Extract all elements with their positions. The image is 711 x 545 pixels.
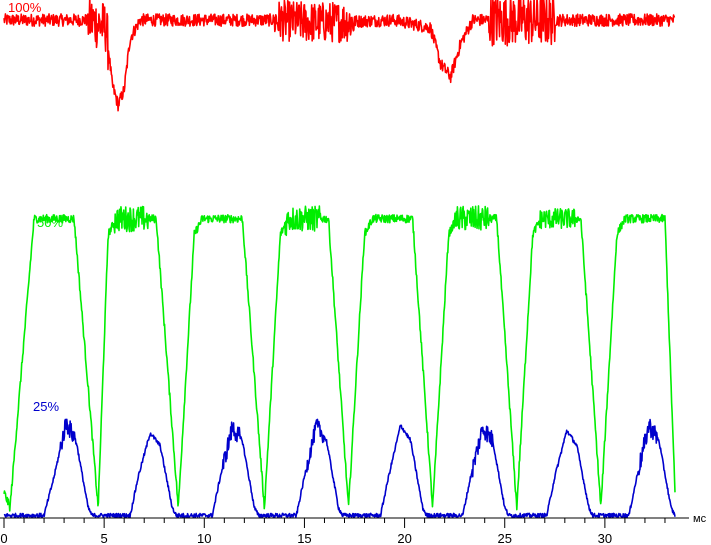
labels-layer: 100% 50% 25% <box>8 0 63 414</box>
x-axis: 0 5 10 15 20 25 30 мс <box>0 513 707 545</box>
x-axis-unit-label: мс <box>693 513 707 525</box>
x-tick-label-20: 20 <box>397 531 411 545</box>
series-label-25-percent: 25% <box>33 399 59 414</box>
x-tick-label-5: 5 <box>101 531 108 545</box>
series-line-50-percent <box>3 205 676 512</box>
x-tick-label-0: 0 <box>0 531 7 545</box>
series-label-50-percent: 50% <box>37 215 63 230</box>
series-label-100-percent: 100% <box>8 0 42 15</box>
x-tick-label-15: 15 <box>297 531 311 545</box>
series-line-25-percent <box>3 418 676 519</box>
x-tick-label-10: 10 <box>197 531 211 545</box>
series-line-100-percent <box>3 0 676 112</box>
x-tick-label-25: 25 <box>498 531 512 545</box>
series-layer <box>3 0 676 519</box>
x-tick-label-30: 30 <box>598 531 612 545</box>
